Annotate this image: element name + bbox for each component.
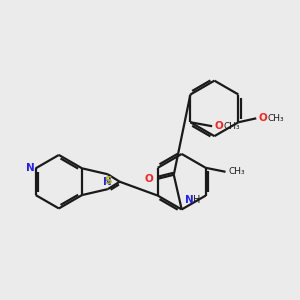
Text: CH₃: CH₃ [229, 167, 245, 176]
Text: S: S [104, 176, 112, 186]
Text: O: O [214, 121, 223, 131]
Text: CH₃: CH₃ [267, 114, 284, 123]
Text: CH₃: CH₃ [223, 122, 240, 131]
Text: H: H [193, 194, 200, 205]
Text: O: O [258, 113, 267, 123]
Text: N: N [26, 163, 35, 173]
Text: O: O [144, 174, 153, 184]
Text: N: N [103, 177, 112, 187]
Text: N: N [185, 194, 194, 205]
